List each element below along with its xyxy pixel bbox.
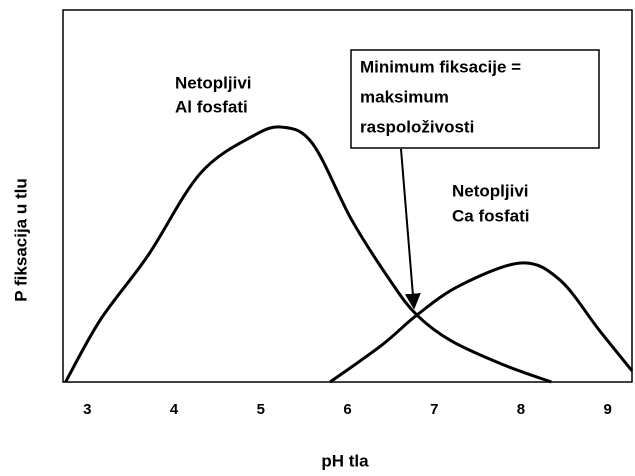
x-tick-label: 7 xyxy=(430,401,438,418)
x-tick-label: 8 xyxy=(517,401,525,418)
annotation: Netopljivi xyxy=(175,73,252,92)
annotation: Al fosfati xyxy=(175,97,248,116)
annotation: Netopljivi xyxy=(452,181,529,200)
annotation: raspoloživosti xyxy=(360,117,474,136)
y-axis-label: P fiksacija u tlu xyxy=(11,178,30,301)
x-axis-label: pH tla xyxy=(321,451,369,470)
x-tick-label: 5 xyxy=(257,401,265,418)
line-series xyxy=(64,125,552,384)
x-tick-label: 4 xyxy=(170,401,179,418)
x-tick-label: 6 xyxy=(343,401,351,418)
plot-frame xyxy=(62,9,633,383)
x-tick-label: 9 xyxy=(604,401,612,418)
annotation: maksimum xyxy=(360,87,449,106)
line-series xyxy=(329,261,634,384)
annotation: Ca fosfati xyxy=(452,206,529,225)
annotation-box xyxy=(350,49,600,149)
arrow xyxy=(400,148,421,310)
x-tick-label: 3 xyxy=(83,401,91,418)
annotation: Minimum fiksacije = xyxy=(360,57,521,76)
